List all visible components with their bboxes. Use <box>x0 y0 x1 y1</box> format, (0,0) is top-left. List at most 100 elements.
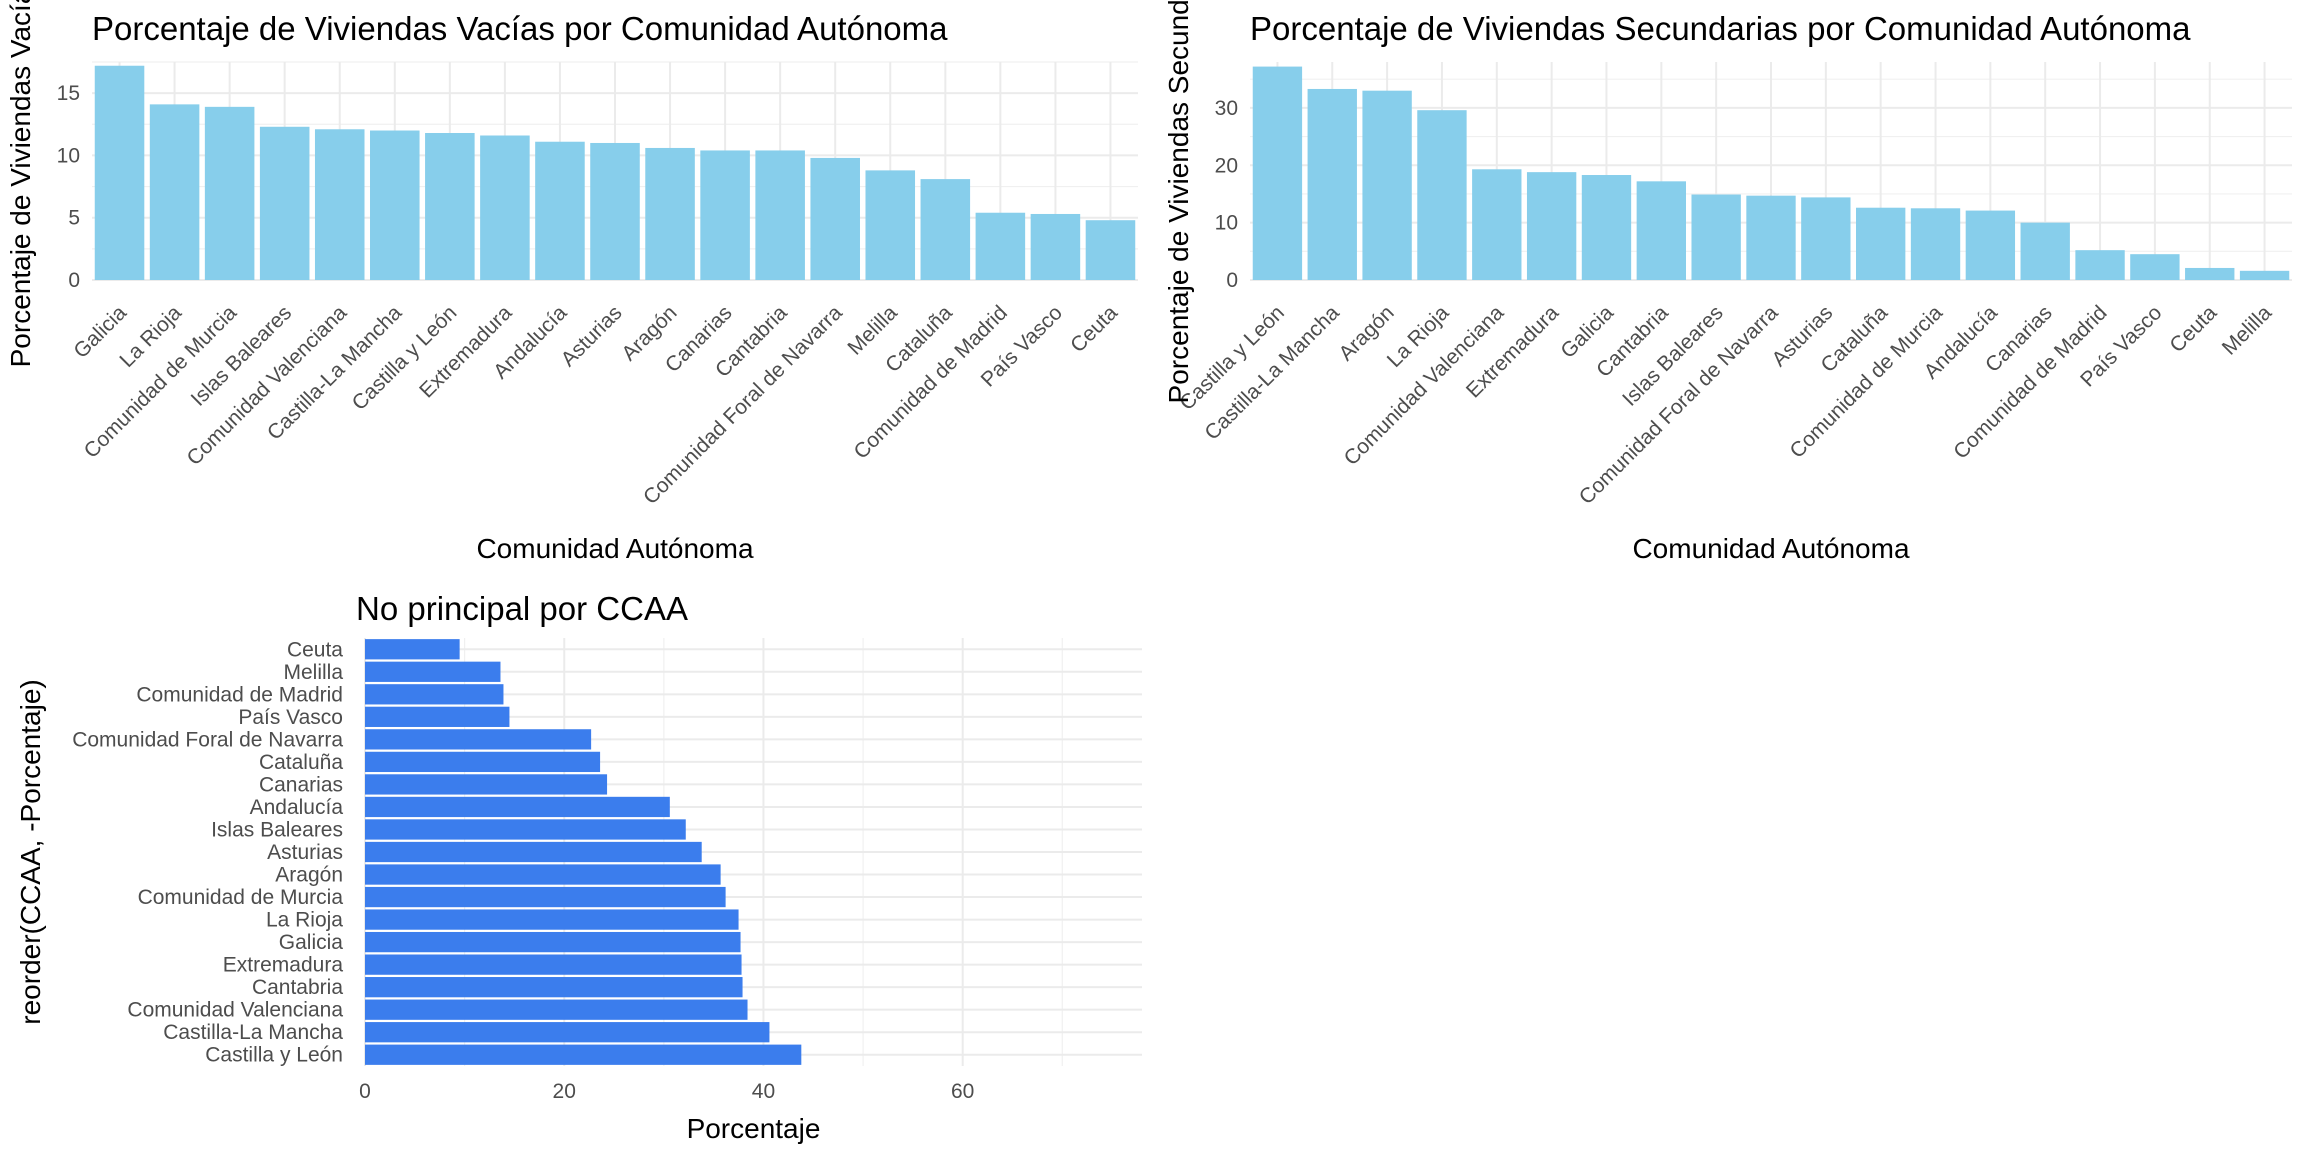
y-tick-label: Andalucía <box>250 796 344 819</box>
bar <box>365 819 686 840</box>
y-tick-label: Comunidad Valenciana <box>127 999 343 1022</box>
bar <box>365 661 501 682</box>
x-tick-label: Comunidad Foral de Navarra <box>1575 301 1783 509</box>
bar <box>1910 208 1961 280</box>
bar <box>920 179 971 280</box>
y-tick-label: Comunidad de Madrid <box>136 683 343 706</box>
y-tick-label: Cataluña <box>259 751 343 774</box>
y-tick-label: Canarias <box>259 773 343 796</box>
bar <box>149 104 200 281</box>
y-tick-label: Galicia <box>279 931 344 954</box>
bar <box>645 147 695 280</box>
bar <box>1362 90 1412 281</box>
bar <box>2020 222 2070 280</box>
bar <box>1030 213 1081 280</box>
bar <box>1085 220 1136 280</box>
bar <box>365 999 748 1020</box>
y-tick-label: Cantabria <box>252 976 343 999</box>
y-tick-label: Comunidad Foral de Navarra <box>72 728 343 751</box>
bar <box>480 135 530 280</box>
y-tick-label: 20 <box>1215 154 1238 177</box>
x-axis-title: Comunidad Autónoma <box>1632 533 1910 564</box>
y-tick-label: Ceuta <box>287 638 343 661</box>
x-axis-title: Comunidad Autónoma <box>476 533 754 564</box>
bar <box>535 141 585 280</box>
bar <box>1691 194 1741 280</box>
bar <box>365 841 702 863</box>
bar <box>1746 195 1796 280</box>
bar <box>1801 197 1851 280</box>
bar <box>1965 210 2016 280</box>
y-tick-label: 15 <box>57 82 80 105</box>
bar <box>2130 254 2180 280</box>
bar <box>1856 207 1906 280</box>
bar <box>365 706 510 727</box>
bar <box>365 954 742 975</box>
x-tick-label: 20 <box>553 1080 576 1103</box>
y-tick-label: 10 <box>57 144 80 167</box>
y-tick-label: País Vasco <box>238 706 343 729</box>
bar <box>700 150 750 280</box>
y-axis-title: Porcentaje de Viviendas Secundarias <box>1163 0 1194 403</box>
bar <box>365 1044 802 1065</box>
bar <box>365 909 739 930</box>
bar <box>365 751 601 773</box>
bar <box>1252 66 1303 280</box>
y-tick-label: 5 <box>68 207 80 230</box>
bar <box>755 150 805 280</box>
bar <box>365 977 743 998</box>
x-tick-label: 60 <box>951 1080 974 1103</box>
y-tick-label: Aragón <box>275 864 343 887</box>
y-tick-label: 0 <box>68 269 80 292</box>
x-tick-label: Asturias <box>557 301 627 371</box>
y-tick-label: La Rioja <box>266 909 343 932</box>
y-tick-label: Castilla-La Mancha <box>163 1021 343 1044</box>
y-tick-label: 30 <box>1215 97 1238 120</box>
bar <box>365 931 741 953</box>
x-tick-label: Comunidad Foral de Navarra <box>639 301 847 509</box>
bar <box>94 65 145 280</box>
bar <box>2239 270 2290 280</box>
y-tick-label: Extremadura <box>223 954 344 977</box>
bar <box>590 142 640 280</box>
bar <box>370 130 420 280</box>
y-tick-label: Islas Baleares <box>211 818 343 841</box>
bar <box>1636 181 1686 280</box>
y-tick-label: 10 <box>1215 212 1238 235</box>
y-tick-label: Melilla <box>283 661 343 684</box>
bar <box>204 106 255 281</box>
y-tick-label: Comunidad de Murcia <box>138 886 344 909</box>
y-tick-label: Castilla y León <box>205 1044 343 1067</box>
y-tick-label: 0 <box>1226 269 1238 292</box>
x-axis-title: Porcentaje <box>687 1113 821 1144</box>
x-tick-label: Ceuta <box>2165 301 2221 357</box>
bar <box>1581 175 1632 280</box>
bar <box>365 886 726 908</box>
x-tick-label: 40 <box>752 1080 775 1103</box>
bar <box>365 774 608 795</box>
x-tick-label: Ceuta <box>1066 301 1122 357</box>
y-axis-title: reorder(CCAA, -Porcentaje) <box>15 679 46 1024</box>
bar <box>365 729 592 750</box>
x-tick-label: Melilla <box>2218 301 2277 360</box>
bar <box>1526 172 1577 280</box>
bar <box>865 170 916 280</box>
bar <box>1417 110 1467 280</box>
bar <box>365 684 504 705</box>
bar <box>314 129 365 280</box>
bar <box>1472 169 1522 280</box>
chart-title: Porcentaje de Viviendas Secundarias por … <box>1250 10 2191 47</box>
bar <box>810 157 860 280</box>
y-axis-title: Porcentaje de Viviendas Vacías <box>5 0 36 367</box>
y-tick-label: Asturias <box>267 841 343 864</box>
chart-title: Porcentaje de Viviendas Vacías por Comun… <box>92 10 948 47</box>
bar <box>1307 88 1357 280</box>
bar <box>425 133 475 280</box>
bar <box>259 126 310 280</box>
bar <box>2185 267 2235 280</box>
